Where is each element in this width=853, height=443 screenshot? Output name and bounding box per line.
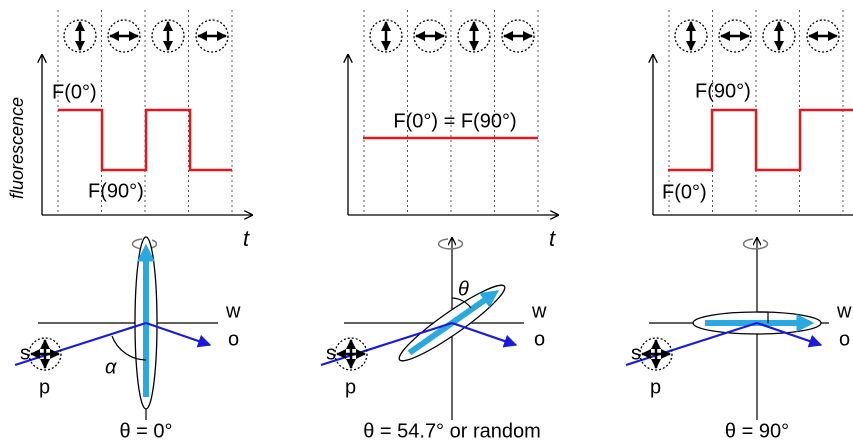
polarization-icon — [369, 19, 403, 53]
equal-label: F(0°) = F(90°) — [393, 110, 516, 132]
low-label: F(90°) — [88, 180, 144, 202]
w-label: w — [836, 300, 852, 322]
polarization-icon — [107, 19, 141, 53]
polarization-icon — [63, 19, 97, 53]
incident-beam — [625, 321, 758, 367]
s-label: s — [20, 342, 30, 364]
rotation-arrow — [437, 238, 464, 250]
polarization-icon — [806, 19, 840, 53]
polarization-icon — [718, 19, 752, 53]
angle-arc — [111, 335, 147, 361]
polarization-icon — [639, 337, 673, 371]
rotation-arrow — [742, 238, 769, 250]
high-label: F(0°) — [52, 81, 97, 103]
angle-label: θ — [458, 278, 469, 300]
polarization-icon — [501, 19, 535, 53]
angle-arc — [451, 297, 472, 309]
caption: θ = 90° — [725, 420, 789, 442]
fluorescence-trace — [58, 108, 232, 172]
p-label: p — [650, 376, 661, 398]
polarization-icon — [334, 337, 368, 371]
o-label: o — [534, 328, 545, 350]
polarization-icon — [195, 19, 229, 53]
polarization-icon — [762, 19, 796, 53]
fluorescence-trace — [668, 108, 853, 172]
o-label: o — [839, 328, 850, 350]
reflected-beam — [145, 321, 212, 348]
polarization-icon — [28, 337, 62, 371]
caption: θ = 0° — [119, 420, 172, 442]
p-label: p — [345, 376, 356, 398]
high-label: F(90°) — [695, 80, 751, 102]
y-axis-label: fluorescence — [7, 97, 27, 199]
right-angle — [757, 311, 769, 323]
incident-beam — [14, 321, 147, 367]
w-label: w — [531, 300, 547, 322]
caption: θ = 54.7° or random — [363, 420, 541, 442]
polarization-icon — [457, 19, 491, 53]
reflected-beam — [756, 321, 823, 348]
w-label: w — [225, 300, 241, 322]
o-label: o — [228, 328, 239, 350]
s-label: s — [326, 342, 336, 364]
reflected-beam — [451, 321, 518, 348]
polarization-icon — [674, 19, 708, 53]
time-label: t — [243, 226, 250, 251]
p-label: p — [39, 376, 50, 398]
s-label: s — [631, 342, 641, 364]
time-label: t — [549, 226, 556, 251]
angle-label: α — [105, 356, 117, 378]
polarization-icon — [151, 19, 185, 53]
polarization-icon — [413, 19, 447, 53]
low-label: F(0°) — [662, 181, 707, 203]
